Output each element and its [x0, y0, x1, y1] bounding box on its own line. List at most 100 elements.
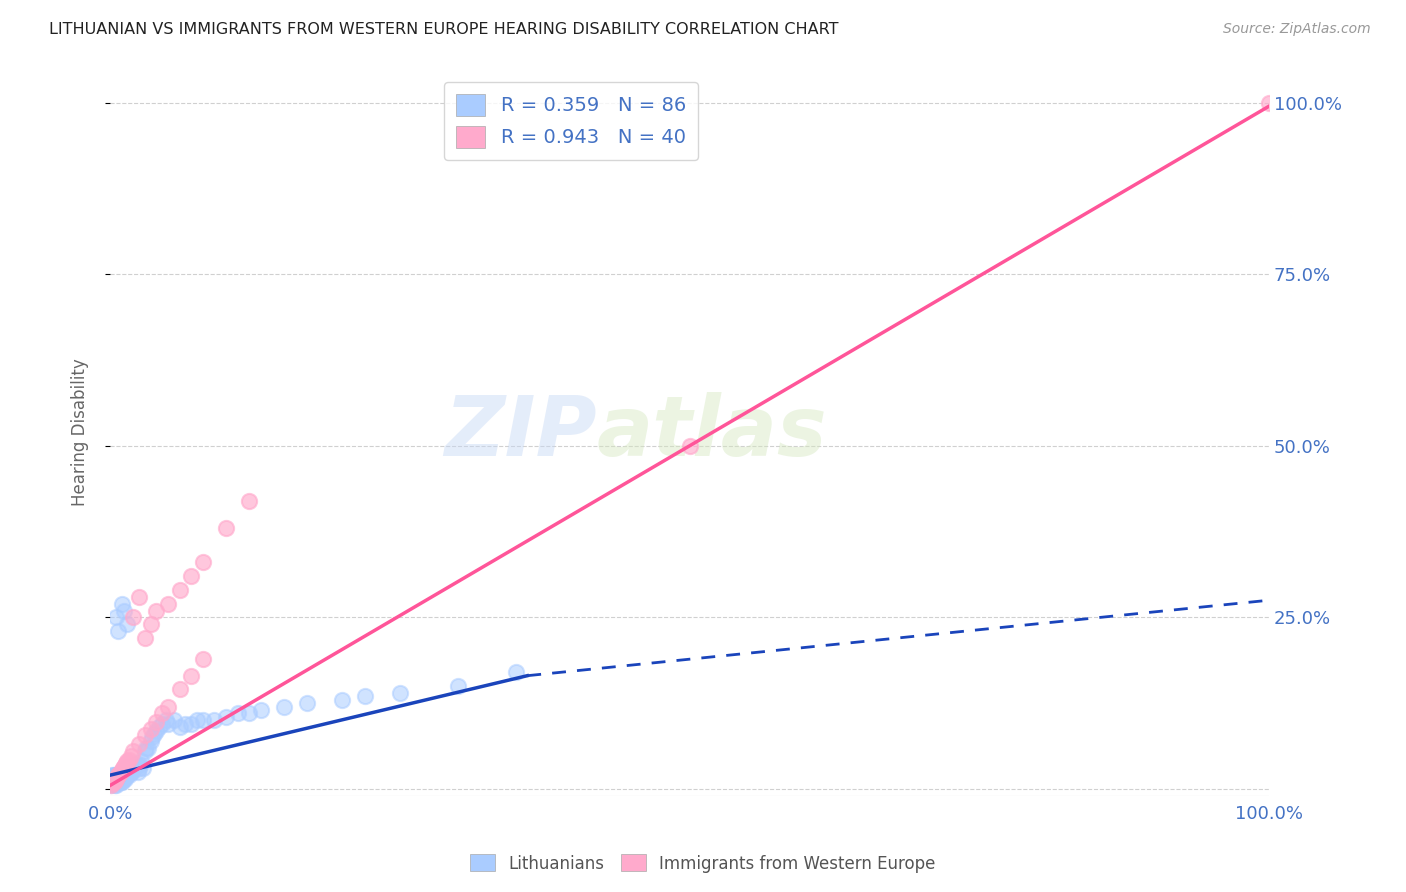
Point	[148, 720, 170, 734]
Point	[150, 706, 173, 721]
Point	[1258, 95, 1281, 110]
Point	[103, 775, 125, 789]
Point	[115, 764, 138, 779]
Text: LITHUANIAN VS IMMIGRANTS FROM WESTERN EUROPE HEARING DISABILITY CORRELATION CHAR: LITHUANIAN VS IMMIGRANTS FROM WESTERN EU…	[49, 22, 839, 37]
Point	[447, 679, 470, 693]
Point	[111, 763, 134, 777]
Point	[127, 764, 149, 779]
Y-axis label: Hearing Disability: Hearing Disability	[72, 359, 89, 506]
Point	[110, 775, 132, 789]
Point	[105, 768, 128, 782]
Point	[108, 772, 131, 786]
Point	[330, 692, 353, 706]
Point	[111, 775, 134, 789]
Point	[105, 775, 128, 789]
Point	[131, 761, 153, 775]
Point	[169, 682, 191, 697]
Text: ZIP: ZIP	[444, 392, 596, 473]
Point	[139, 722, 162, 736]
Point	[103, 775, 125, 789]
Point	[163, 713, 186, 727]
Point	[136, 740, 159, 755]
Point	[101, 775, 124, 789]
Point	[156, 699, 179, 714]
Point	[145, 714, 167, 729]
Point	[104, 773, 127, 788]
Point	[156, 716, 179, 731]
Point	[131, 755, 153, 769]
Point	[101, 772, 124, 786]
Point	[117, 755, 139, 769]
Point	[103, 772, 125, 786]
Point	[122, 761, 145, 775]
Point	[107, 775, 129, 789]
Point	[150, 716, 173, 731]
Point	[120, 748, 142, 763]
Point	[505, 665, 527, 680]
Point	[143, 727, 166, 741]
Point	[124, 757, 146, 772]
Legend: Lithuanians, Immigrants from Western Europe: Lithuanians, Immigrants from Western Eur…	[464, 847, 942, 880]
Point	[139, 734, 162, 748]
Point	[107, 772, 129, 786]
Text: Source: ZipAtlas.com: Source: ZipAtlas.com	[1223, 22, 1371, 37]
Point	[111, 768, 134, 782]
Point	[226, 706, 249, 721]
Point	[273, 699, 295, 714]
Text: atlas: atlas	[596, 392, 827, 473]
Point	[122, 744, 145, 758]
Point	[100, 779, 122, 793]
Point	[128, 590, 150, 604]
Point	[117, 761, 139, 775]
Point	[118, 764, 141, 779]
Point	[155, 713, 177, 727]
Point	[134, 631, 156, 645]
Point	[104, 768, 127, 782]
Point	[101, 768, 124, 782]
Point	[112, 768, 135, 782]
Point	[202, 713, 225, 727]
Point	[104, 768, 127, 782]
Point	[117, 768, 139, 782]
Point	[388, 686, 411, 700]
Point	[134, 744, 156, 758]
Point	[191, 556, 214, 570]
Point	[104, 772, 127, 786]
Point	[111, 772, 134, 786]
Point	[117, 768, 139, 782]
Point	[105, 770, 128, 784]
Point	[112, 603, 135, 617]
Point	[112, 760, 135, 774]
Point	[115, 756, 138, 770]
Point	[354, 690, 377, 704]
Point	[238, 493, 260, 508]
Point	[111, 597, 134, 611]
Point	[117, 617, 139, 632]
Point	[295, 696, 318, 710]
Point	[215, 521, 238, 535]
Point	[141, 731, 163, 745]
Point	[108, 768, 131, 782]
Point	[169, 720, 191, 734]
Point	[128, 761, 150, 775]
Point	[111, 772, 134, 786]
Point	[145, 723, 167, 738]
Point	[215, 710, 238, 724]
Point	[174, 716, 197, 731]
Point	[111, 764, 134, 779]
Point	[128, 737, 150, 751]
Legend: R = 0.359   N = 86, R = 0.943   N = 40: R = 0.359 N = 86, R = 0.943 N = 40	[444, 82, 697, 160]
Point	[100, 775, 122, 789]
Point	[107, 768, 129, 782]
Point	[104, 610, 127, 624]
Point	[103, 768, 125, 782]
Point	[124, 761, 146, 775]
Point	[238, 706, 260, 721]
Point	[180, 569, 202, 583]
Point	[180, 669, 202, 683]
Point	[139, 617, 162, 632]
Point	[122, 610, 145, 624]
Point	[678, 439, 700, 453]
Point	[117, 753, 139, 767]
Point	[107, 624, 129, 639]
